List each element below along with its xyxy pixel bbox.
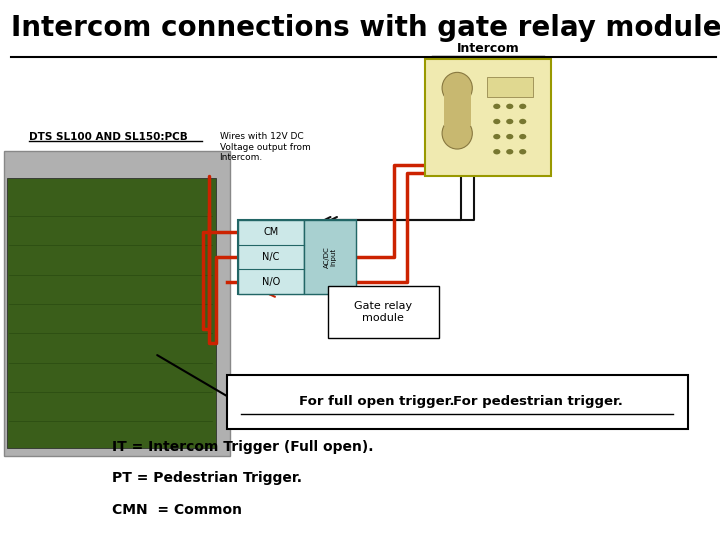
Text: Intercom connections with gate relay module.: Intercom connections with gate relay mod…	[11, 14, 720, 42]
Circle shape	[493, 134, 500, 139]
Text: Wires with 12V DC
Voltage output from
Intercom.: Wires with 12V DC Voltage output from In…	[220, 132, 310, 162]
Text: AC/DC
Input: AC/DC Input	[324, 246, 337, 268]
Circle shape	[506, 149, 513, 154]
FancyBboxPatch shape	[238, 220, 356, 294]
Circle shape	[519, 149, 526, 154]
Circle shape	[493, 104, 500, 109]
FancyBboxPatch shape	[444, 88, 471, 126]
FancyBboxPatch shape	[7, 178, 216, 448]
FancyBboxPatch shape	[328, 286, 439, 338]
Text: CM: CM	[264, 227, 279, 237]
Circle shape	[506, 134, 513, 139]
Text: N/C: N/C	[262, 252, 279, 262]
Circle shape	[519, 119, 526, 124]
FancyBboxPatch shape	[425, 59, 551, 176]
Ellipse shape	[442, 118, 472, 149]
FancyBboxPatch shape	[238, 220, 304, 294]
Circle shape	[506, 119, 513, 124]
Text: PT = Pedestrian Trigger.: PT = Pedestrian Trigger.	[112, 471, 302, 485]
FancyBboxPatch shape	[487, 77, 533, 97]
Text: N/O: N/O	[262, 277, 280, 287]
Text: CMN  = Common: CMN = Common	[112, 503, 242, 517]
Text: Gate relay
module: Gate relay module	[354, 301, 413, 322]
Text: Intercom: Intercom	[456, 42, 519, 55]
FancyBboxPatch shape	[227, 375, 688, 429]
Circle shape	[506, 104, 513, 109]
Circle shape	[519, 134, 526, 139]
Text: DTS SL100 AND SL150:PCB: DTS SL100 AND SL150:PCB	[29, 132, 187, 143]
Circle shape	[493, 119, 500, 124]
Circle shape	[519, 104, 526, 109]
Text: For pedestrian trigger.: For pedestrian trigger.	[453, 395, 623, 408]
FancyBboxPatch shape	[304, 220, 356, 294]
Text: IT = Intercom Trigger (Full open).: IT = Intercom Trigger (Full open).	[112, 440, 373, 454]
Ellipse shape	[442, 72, 472, 104]
Circle shape	[493, 149, 500, 154]
FancyBboxPatch shape	[4, 151, 230, 456]
Text: For full open trigger.: For full open trigger.	[299, 395, 454, 408]
